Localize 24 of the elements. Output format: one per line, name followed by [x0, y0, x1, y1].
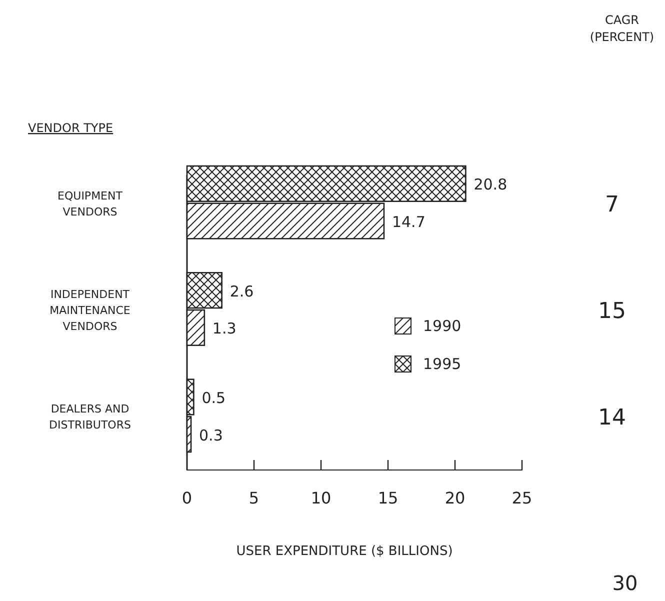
y-tick-label: INDEPENDENT MAINTENANCE VENDORS [50, 288, 130, 333]
text: 30 [612, 571, 638, 595]
data-label: 20.8 [474, 176, 508, 194]
data-label: 2.6 [230, 282, 254, 300]
y-tick-label: EQUIPMENT VENDORS [58, 189, 123, 218]
text: 14 [598, 406, 626, 431]
y-tick-label: DEALERS AND DISTRIBUTORS [49, 402, 131, 432]
x-tick-label: 15 [378, 488, 398, 508]
text: CAGR (PERCENT) [590, 13, 654, 44]
data-label: 0.3 [199, 426, 223, 444]
data-label: 1.3 [212, 320, 236, 338]
x-axis-title: USER EXPENDITURE ($ BILLIONS) [236, 544, 453, 559]
legend-label: 1995 [423, 355, 462, 373]
legend-label: 1990 [423, 317, 462, 335]
x-tick-label: 5 [248, 488, 260, 508]
data-label: 14.7 [392, 213, 426, 231]
x-tick-label: 25 [512, 488, 532, 508]
x-tick-label: 20 [444, 488, 466, 508]
text: 15 [598, 299, 626, 324]
text: 7 [605, 192, 619, 218]
y-axis-title: VENDOR TYPE [28, 121, 114, 135]
x-tick-label: 0 [182, 488, 192, 508]
x-tick-label: 10 [310, 488, 332, 508]
data-label: 0.5 [202, 389, 226, 407]
